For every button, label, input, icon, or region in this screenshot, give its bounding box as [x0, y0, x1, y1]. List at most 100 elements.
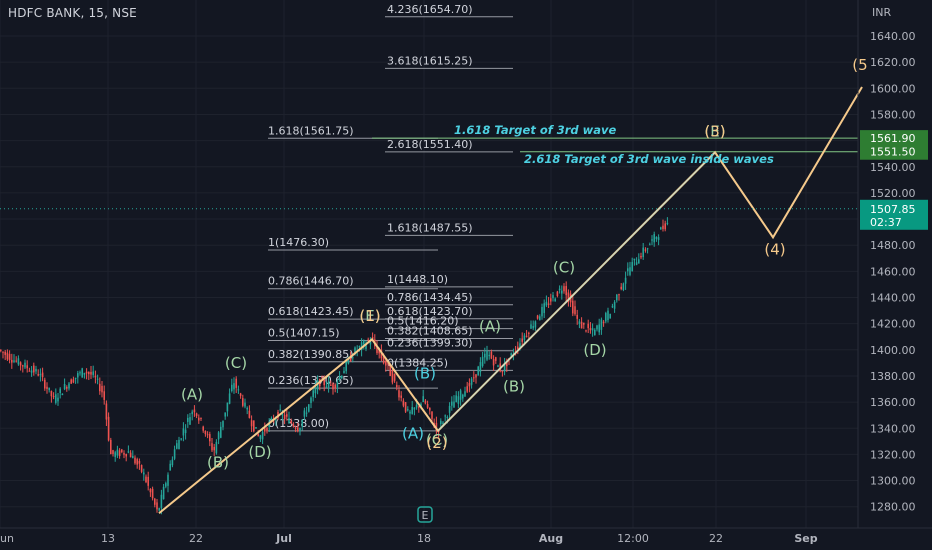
candle-body	[167, 474, 169, 486]
candle-body	[35, 368, 37, 372]
candle-body	[88, 372, 90, 375]
candle-body	[255, 427, 257, 429]
fib-levels: 4.236(1654.70) 3.618(1615.25) 1.618(1561.7…	[268, 3, 513, 432]
price-tag-label: 1551.50	[870, 146, 916, 159]
candle-body	[611, 306, 614, 308]
wave-label: (A)	[402, 425, 424, 443]
candle-body	[30, 370, 33, 373]
y-tick-label: 1580.00	[870, 108, 916, 121]
candle-body	[79, 372, 81, 374]
candle-body	[257, 434, 259, 436]
x-tick-label: 22	[189, 532, 203, 545]
candle-body	[204, 430, 207, 435]
candle-body	[422, 396, 424, 403]
candle-body	[596, 325, 598, 330]
candle-body	[59, 388, 61, 394]
candle-body	[431, 411, 433, 419]
candle-body	[321, 377, 323, 379]
candle-body	[270, 417, 273, 420]
candle-body	[464, 391, 466, 397]
candle-body	[44, 379, 46, 389]
candle-body	[561, 290, 563, 294]
candle-body	[420, 403, 422, 408]
candle-body	[510, 353, 512, 356]
candle-body	[121, 449, 123, 453]
fib-label: 1.618(1487.55)	[387, 221, 473, 234]
candle-body	[4, 351, 6, 355]
candle-body	[330, 384, 332, 386]
candle-body	[323, 379, 325, 386]
candle-body	[642, 247, 644, 257]
candle-body	[541, 307, 543, 317]
target-annotations: 1.618 Target of 3rd wave 2.618 Target of …	[454, 123, 774, 166]
countdown-label: 02:37	[870, 216, 902, 229]
candle-body	[536, 315, 539, 319]
candle-body	[8, 353, 11, 361]
candle-body	[48, 387, 50, 391]
candle-body	[244, 402, 246, 407]
candle-body	[66, 387, 68, 389]
candle-body	[358, 346, 361, 348]
candle-body	[226, 402, 229, 412]
candle-body	[402, 400, 405, 406]
target-annotation: 2.618 Target of 3rd wave inside waves	[524, 152, 774, 166]
candle-body	[363, 340, 365, 345]
channel-line	[437, 152, 716, 432]
candle-body	[94, 375, 97, 378]
candle-body	[63, 383, 66, 390]
candle-body	[85, 371, 88, 374]
candle-body	[607, 310, 609, 321]
fib-label: 0.5(1407.15)	[268, 326, 340, 339]
candle-body	[28, 370, 31, 372]
candle-body	[338, 376, 341, 380]
candle-body	[279, 409, 281, 411]
wave-label: (2)	[426, 434, 447, 452]
candle-body	[37, 374, 39, 376]
candle-body	[17, 358, 20, 365]
event-marker-label: E	[422, 509, 429, 522]
candle-body	[198, 417, 200, 421]
candle-body	[290, 421, 292, 423]
last-price-tag-bg	[860, 199, 928, 230]
candle-body	[424, 400, 427, 404]
candle-body	[134, 457, 136, 464]
candle-body	[404, 402, 407, 412]
candle-body	[664, 223, 666, 230]
event-marker[interactable]: E	[417, 506, 433, 523]
candle-body	[0, 349, 2, 351]
x-tick-label: Jul	[275, 532, 292, 545]
candle-body	[547, 303, 550, 305]
candle-body	[343, 370, 345, 374]
candle-body	[466, 386, 468, 392]
y-tick-label: 1640.00	[870, 30, 916, 43]
candle-body	[211, 443, 213, 451]
fib-label: 1(1448.10)	[387, 273, 448, 286]
candle-body	[365, 344, 367, 349]
candle-body	[103, 391, 105, 400]
candle-body	[259, 435, 262, 439]
y-tick-label: 1360.00	[870, 396, 916, 409]
candle-body	[261, 431, 264, 440]
candle-body	[591, 328, 594, 331]
candle-body	[400, 395, 402, 398]
wave-labels: (A)(B)(C)(D)(E)(1)(B)(A) (C)(2)(A)(B)(C)(…	[181, 56, 868, 471]
candle-body	[248, 410, 251, 418]
candle-body	[231, 384, 233, 392]
candle-body	[426, 404, 429, 408]
candle-body	[580, 321, 583, 329]
fib-label: 0.786(1446.70)	[268, 275, 354, 288]
candle-body	[22, 365, 24, 367]
candle-body	[341, 375, 343, 379]
candle-body	[578, 321, 581, 324]
candle-body	[453, 401, 455, 408]
candle-body	[68, 383, 70, 389]
candle-body	[125, 454, 127, 457]
candle-body	[83, 372, 86, 375]
event-marker-icon[interactable]	[417, 506, 433, 523]
wave-label: (A)	[181, 385, 203, 403]
candle-body	[545, 301, 548, 306]
candle-body	[74, 377, 77, 379]
candle-body	[605, 313, 607, 322]
candle-body	[72, 379, 75, 383]
